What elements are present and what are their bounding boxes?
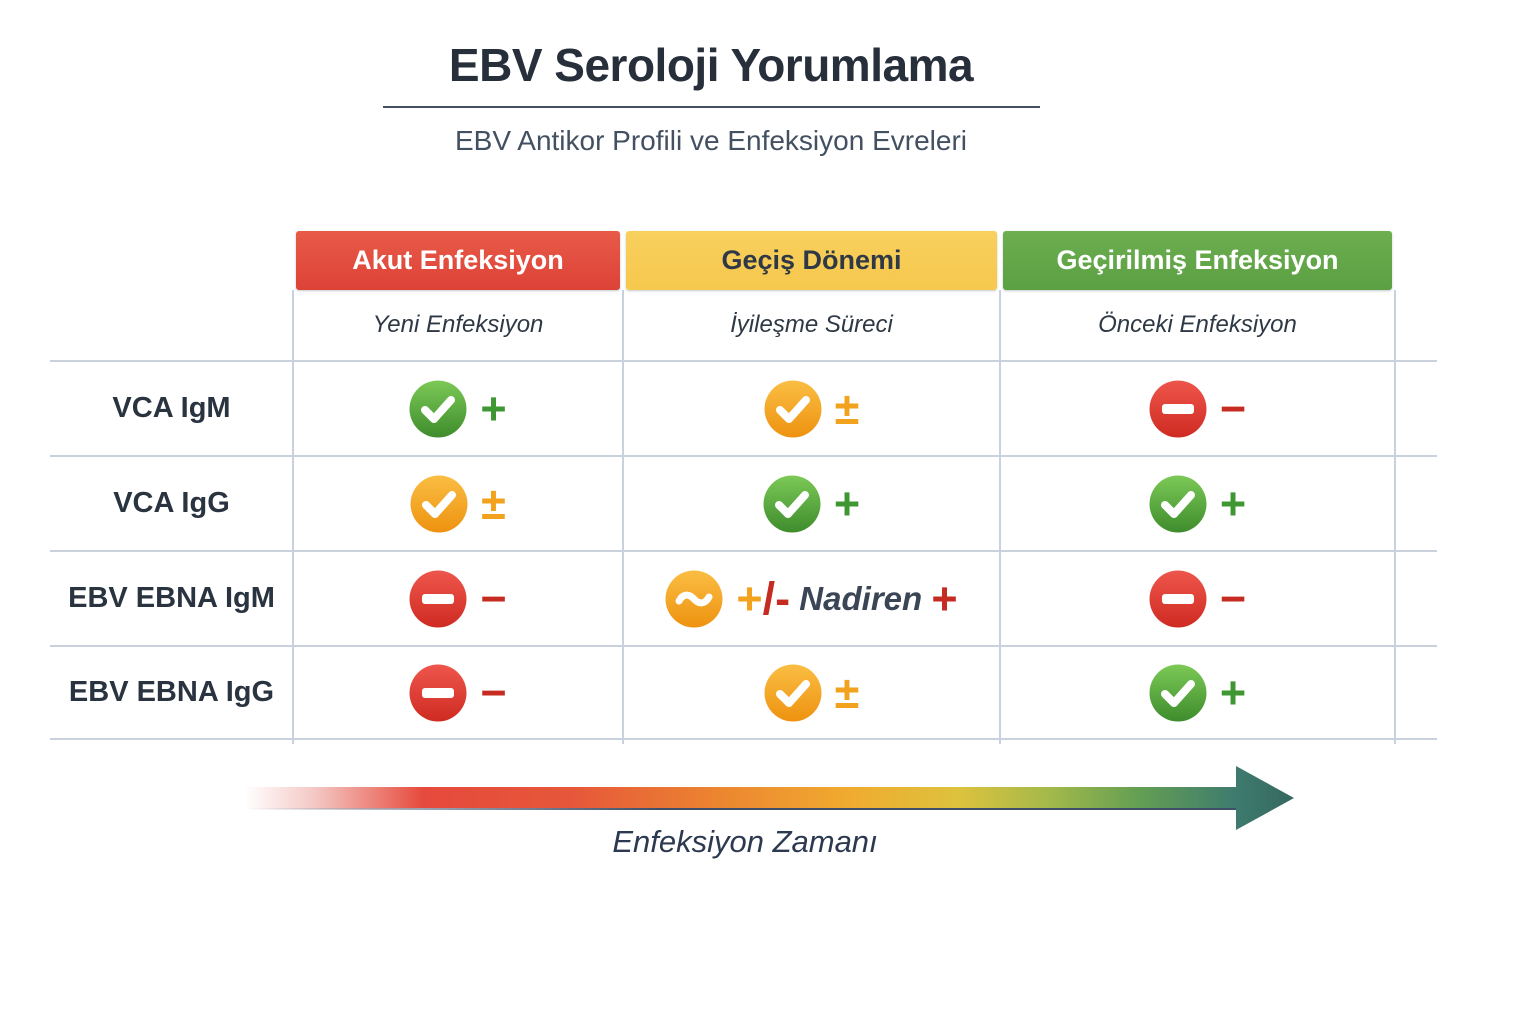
table-row: EBV EBNA IgM − +/- Nadiren + − bbox=[50, 550, 1437, 645]
result-symbol: ± bbox=[835, 670, 860, 715]
check-circle-orange-icon bbox=[764, 664, 822, 721]
timeline-arrow-underline bbox=[245, 808, 1237, 810]
check-circle-orange-icon bbox=[410, 475, 468, 532]
timeline-label: Enfeksiyon Zamanı bbox=[612, 824, 878, 859]
result-sign: ± bbox=[481, 478, 506, 529]
page-title: EBV Seroloji Yorumlama bbox=[448, 39, 974, 91]
check-circle-orange-icon bbox=[764, 380, 822, 437]
marker-cell: ± bbox=[623, 647, 1000, 738]
marker-cell: − bbox=[293, 647, 623, 738]
corner-spacer bbox=[50, 231, 293, 290]
table-row: VCA IgM + ± − bbox=[50, 360, 1437, 455]
subheader-past: Önceki Enfeksiyon bbox=[1098, 311, 1297, 338]
marker-cell: − bbox=[293, 552, 623, 645]
result-sign: + bbox=[931, 573, 958, 624]
marker-cell: + bbox=[623, 457, 1000, 550]
timeline-gradient-arrow bbox=[245, 787, 1237, 809]
page-subtitle: EBV Antikor Profili ve Enfeksiyon Evrele… bbox=[455, 125, 967, 156]
corner-spacer bbox=[50, 290, 293, 360]
row-spacer bbox=[1395, 647, 1437, 738]
serology-table: Akut Enfeksiyon Geçiş Dönemi Geçirilmiş … bbox=[50, 231, 1437, 744]
tilde-circle-orange-icon bbox=[665, 570, 723, 627]
result-sign: + bbox=[480, 383, 507, 434]
column-header-row: Akut Enfeksiyon Geçiş Dönemi Geçirilmiş … bbox=[50, 231, 1437, 290]
table-row: EBV EBNA IgG − ± + bbox=[50, 645, 1437, 740]
marker-cell: − bbox=[1000, 362, 1395, 455]
result-note: Nadiren bbox=[790, 580, 932, 617]
row-spacer bbox=[1395, 552, 1437, 645]
marker-cell: ± bbox=[623, 362, 1000, 455]
result-symbol: − bbox=[1220, 576, 1246, 621]
row-spacer bbox=[1395, 457, 1437, 550]
marker-cell: + bbox=[1000, 457, 1395, 550]
grid-vline bbox=[292, 290, 294, 744]
column-header-past: Geçirilmiş Enfeksiyon bbox=[1003, 231, 1392, 290]
result-symbol: − bbox=[480, 670, 506, 715]
grid-vline bbox=[622, 290, 624, 744]
subheader-transition: İyileşme Süreci bbox=[730, 311, 893, 338]
result-sign: − bbox=[480, 573, 507, 624]
check-circle-green-icon bbox=[409, 380, 467, 437]
result-sign: ± bbox=[834, 383, 860, 434]
header: EBV Seroloji Yorumlama EBV Antikor Profi… bbox=[350, 38, 1072, 157]
result-symbol: + bbox=[480, 386, 506, 431]
table-row: VCA IgG ± + + bbox=[50, 455, 1437, 550]
table-body: VCA IgM + ± − VCA IgG ± + + EBV EBNA IgM… bbox=[50, 360, 1437, 740]
marker-cell: ± bbox=[293, 457, 623, 550]
minus-circle-red-icon bbox=[409, 570, 467, 627]
column-subheader-row: Yeni Enfeksiyon İyileşme Süreci Önceki E… bbox=[50, 290, 1437, 360]
result-sign: + bbox=[736, 573, 763, 624]
check-circle-green-icon bbox=[1149, 475, 1207, 532]
check-circle-green-icon bbox=[763, 475, 821, 532]
arrowhead-icon bbox=[1236, 766, 1294, 830]
minus-circle-red-icon bbox=[1149, 380, 1207, 437]
result-sign: + bbox=[1219, 478, 1247, 529]
result-symbol: + bbox=[1220, 670, 1246, 715]
title-divider bbox=[382, 106, 1040, 108]
result-sign: − bbox=[480, 667, 507, 718]
subheader-spacer bbox=[1395, 290, 1437, 360]
marker-cell: +/- Nadiren + bbox=[623, 552, 1000, 645]
marker-cell: + bbox=[293, 362, 623, 455]
marker-cell: + bbox=[1000, 647, 1395, 738]
result-symbol: − bbox=[480, 576, 506, 621]
check-circle-green-icon bbox=[1149, 664, 1207, 721]
minus-circle-red-icon bbox=[1149, 570, 1207, 627]
result-symbol: ± bbox=[835, 386, 860, 431]
result-sign: − bbox=[1219, 573, 1247, 624]
grid-vline bbox=[1394, 290, 1396, 744]
column-header-transition: Geçiş Dönemi bbox=[626, 231, 997, 290]
row-label: VCA IgM bbox=[112, 392, 231, 424]
result-symbol: + bbox=[834, 481, 860, 526]
result-symbol: ± bbox=[481, 481, 506, 526]
result-sign: + bbox=[1219, 667, 1247, 718]
result-sign: /- bbox=[762, 573, 791, 624]
result-symbol: − bbox=[1220, 386, 1246, 431]
result-sign: + bbox=[833, 478, 861, 529]
marker-cell: − bbox=[1000, 552, 1395, 645]
column-header-acute: Akut Enfeksiyon bbox=[296, 231, 620, 290]
result-symbol: + bbox=[1220, 481, 1246, 526]
subheader-acute: Yeni Enfeksiyon bbox=[372, 311, 544, 338]
minus-circle-red-icon bbox=[409, 664, 467, 721]
header-spacer bbox=[1395, 231, 1437, 290]
grid-vline bbox=[999, 290, 1001, 744]
row-spacer bbox=[1395, 362, 1437, 455]
row-label: EBV EBNA IgM bbox=[68, 582, 275, 614]
result-symbol: +/- Nadiren + bbox=[736, 576, 957, 621]
row-label: EBV EBNA IgG bbox=[68, 676, 275, 708]
row-label: VCA IgG bbox=[113, 487, 230, 519]
result-sign: − bbox=[1219, 383, 1247, 434]
result-sign: ± bbox=[834, 667, 860, 718]
